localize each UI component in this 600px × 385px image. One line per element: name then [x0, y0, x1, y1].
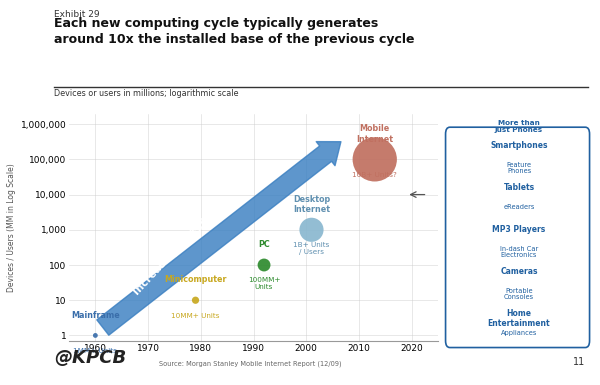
Text: eReaders: eReaders: [503, 204, 535, 210]
Text: Tablets: Tablets: [503, 183, 535, 192]
Point: [307, 227, 316, 233]
Y-axis label: Devices / Users (MM in Log Scale): Devices / Users (MM in Log Scale): [7, 163, 16, 291]
Point: [191, 297, 200, 303]
Text: Mobile
Internet: Mobile Internet: [356, 124, 393, 144]
Point: [370, 156, 380, 162]
Text: Mainframe: Mainframe: [71, 311, 120, 320]
Text: More than
Just Phones: More than Just Phones: [495, 121, 543, 133]
Text: Feature
Phones: Feature Phones: [506, 162, 532, 174]
Point: [91, 332, 100, 338]
Text: @KPCB: @KPCB: [54, 348, 126, 367]
Text: 11: 11: [573, 357, 585, 367]
Text: 10B+ Units?: 10B+ Units?: [352, 172, 397, 178]
Text: Increasing Integration: Increasing Integration: [131, 194, 228, 297]
Text: Appliances: Appliances: [501, 330, 537, 336]
Text: Portable
Consoles: Portable Consoles: [504, 288, 534, 300]
Text: MP3 Players: MP3 Players: [493, 225, 545, 234]
Text: Minicomputer: Minicomputer: [164, 275, 227, 285]
Text: In-dash Car
Electronics: In-dash Car Electronics: [500, 246, 538, 258]
FancyBboxPatch shape: [446, 127, 590, 348]
Text: Exhibit 29: Exhibit 29: [54, 10, 100, 18]
Text: 100MM+
Units: 100MM+ Units: [248, 277, 280, 290]
Text: Source: Morgan Stanley Mobile Internet Report (12/09): Source: Morgan Stanley Mobile Internet R…: [159, 360, 341, 367]
Point: [259, 262, 269, 268]
Text: Desktop
Internet: Desktop Internet: [293, 195, 330, 214]
Text: 10MM+ Units: 10MM+ Units: [171, 313, 220, 318]
FancyArrowPatch shape: [97, 142, 341, 335]
Text: Devices or users in millions; logarithmic scale: Devices or users in millions; logarithmi…: [54, 89, 239, 97]
Text: Home
Entertainment: Home Entertainment: [488, 309, 550, 328]
Text: Cameras: Cameras: [500, 267, 538, 276]
Text: Smartphones: Smartphones: [490, 141, 548, 150]
Text: Each new computing cycle typically generates
around 10x the installed base of th: Each new computing cycle typically gener…: [54, 17, 415, 46]
Text: 1B+ Units
/ Users: 1B+ Units / Users: [293, 242, 329, 254]
Text: PC: PC: [258, 240, 270, 249]
Text: 1MM+ Units: 1MM+ Units: [73, 348, 117, 354]
